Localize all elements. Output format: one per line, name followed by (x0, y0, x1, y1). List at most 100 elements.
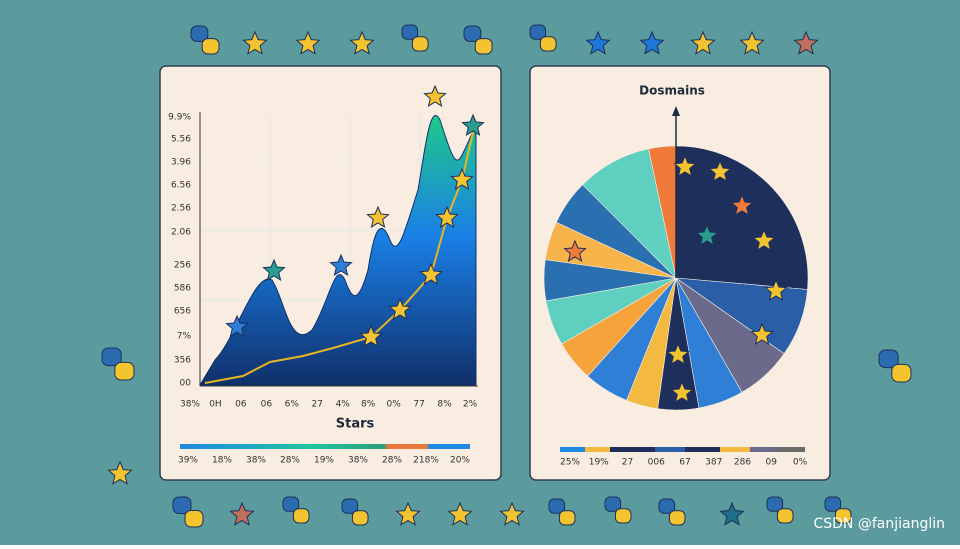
star (359, 324, 383, 347)
star (499, 501, 525, 526)
star (295, 30, 321, 55)
python-icon (474, 38, 493, 55)
star (435, 205, 459, 228)
python-icon (411, 36, 429, 52)
python-icon (548, 498, 566, 514)
x-label: 8% (361, 400, 376, 410)
y-label: 586 (174, 284, 191, 294)
star (423, 84, 447, 107)
y-label: 2.56 (171, 204, 191, 214)
star (563, 239, 587, 262)
star (750, 322, 774, 345)
legend-labels: 25% 19% 27 006 67 387 286 09 0% (560, 458, 808, 468)
python-icon (292, 508, 310, 524)
star (739, 30, 765, 55)
right-title: Dosmains (639, 84, 705, 98)
python-icon (834, 508, 852, 524)
left-title: Stars (336, 417, 375, 432)
legend-label: 09 (766, 458, 778, 468)
star (690, 30, 716, 55)
star (349, 30, 375, 55)
x-label: 2% (463, 400, 478, 410)
star (388, 297, 412, 320)
python-icon (190, 25, 209, 42)
star (719, 501, 745, 526)
python-icon (878, 349, 899, 369)
python-icon (539, 36, 557, 52)
x-label: 0% (386, 400, 401, 410)
y-label: 2.06 (171, 228, 191, 238)
legend-label: 006 (648, 458, 665, 468)
python-icon (172, 496, 192, 514)
star (666, 342, 690, 365)
decorations (101, 24, 912, 528)
python-icon (101, 347, 122, 367)
y-label: 256 (174, 261, 191, 271)
legend-bar (180, 444, 470, 449)
star (225, 314, 249, 337)
pointer-head (672, 106, 680, 116)
y-label: 3.96 (171, 158, 191, 168)
y-label: 6.56 (171, 181, 191, 191)
python-icon (824, 496, 842, 512)
legend-label: 25% (560, 458, 580, 468)
python-icon (351, 510, 369, 526)
star (461, 113, 485, 136)
area (199, 115, 477, 386)
legend-label: 67 (679, 458, 690, 468)
star (229, 501, 255, 526)
legend-label: 28% (382, 456, 402, 466)
y-label: 5.56 (171, 135, 191, 145)
y-label: 9.9% (168, 113, 191, 123)
star (395, 501, 421, 526)
x-label: 0H (209, 400, 222, 410)
star (419, 262, 443, 285)
star (585, 30, 611, 55)
x-label: 77 (413, 400, 424, 410)
legend-label: 38% (348, 456, 368, 466)
python-icon (658, 498, 676, 514)
x-label: 27 (312, 400, 323, 410)
python-icon (766, 496, 784, 512)
y-label: 00 (180, 379, 192, 389)
star (107, 460, 133, 485)
star (695, 223, 719, 246)
python-icon (529, 24, 547, 40)
star (670, 380, 694, 403)
python-icon (558, 510, 576, 526)
legend-labels: 39% 18% 38% 28% 19% 38% 28% 218% 20% (178, 456, 470, 466)
python-icon (401, 24, 419, 40)
python-icon (282, 496, 300, 512)
legend-label: 39% (178, 456, 198, 466)
python-icon (891, 363, 912, 383)
python-icon (201, 38, 220, 55)
legend-bar (560, 447, 805, 452)
star (673, 154, 697, 177)
x-label: 06 (235, 400, 247, 410)
legend-label: 286 (734, 458, 751, 468)
star (793, 30, 819, 55)
python-icon (668, 510, 686, 526)
y-label: 356 (174, 356, 191, 366)
star (764, 278, 788, 301)
python-icon (184, 510, 204, 528)
star (708, 159, 732, 182)
star (447, 501, 473, 526)
star (242, 30, 268, 55)
python-icon (341, 498, 359, 514)
legend-label: 218% (413, 456, 439, 466)
python-icon (604, 496, 622, 512)
star (730, 193, 754, 216)
legend-label: 38% (246, 456, 266, 466)
legend-label: 27 (622, 458, 633, 468)
legend-label: 19% (589, 458, 609, 468)
pie (543, 145, 809, 411)
x-label: 8% (437, 400, 452, 410)
star (329, 253, 353, 276)
watermark: CSDN @fanjianglin (813, 516, 945, 532)
x-labels: 38% 0H 06 06 6% 27 4% 8% 0% 77 8% 2% (180, 400, 478, 410)
python-icon (114, 361, 135, 381)
x-label: 4% (336, 400, 351, 410)
x-label: 38% (180, 400, 200, 410)
